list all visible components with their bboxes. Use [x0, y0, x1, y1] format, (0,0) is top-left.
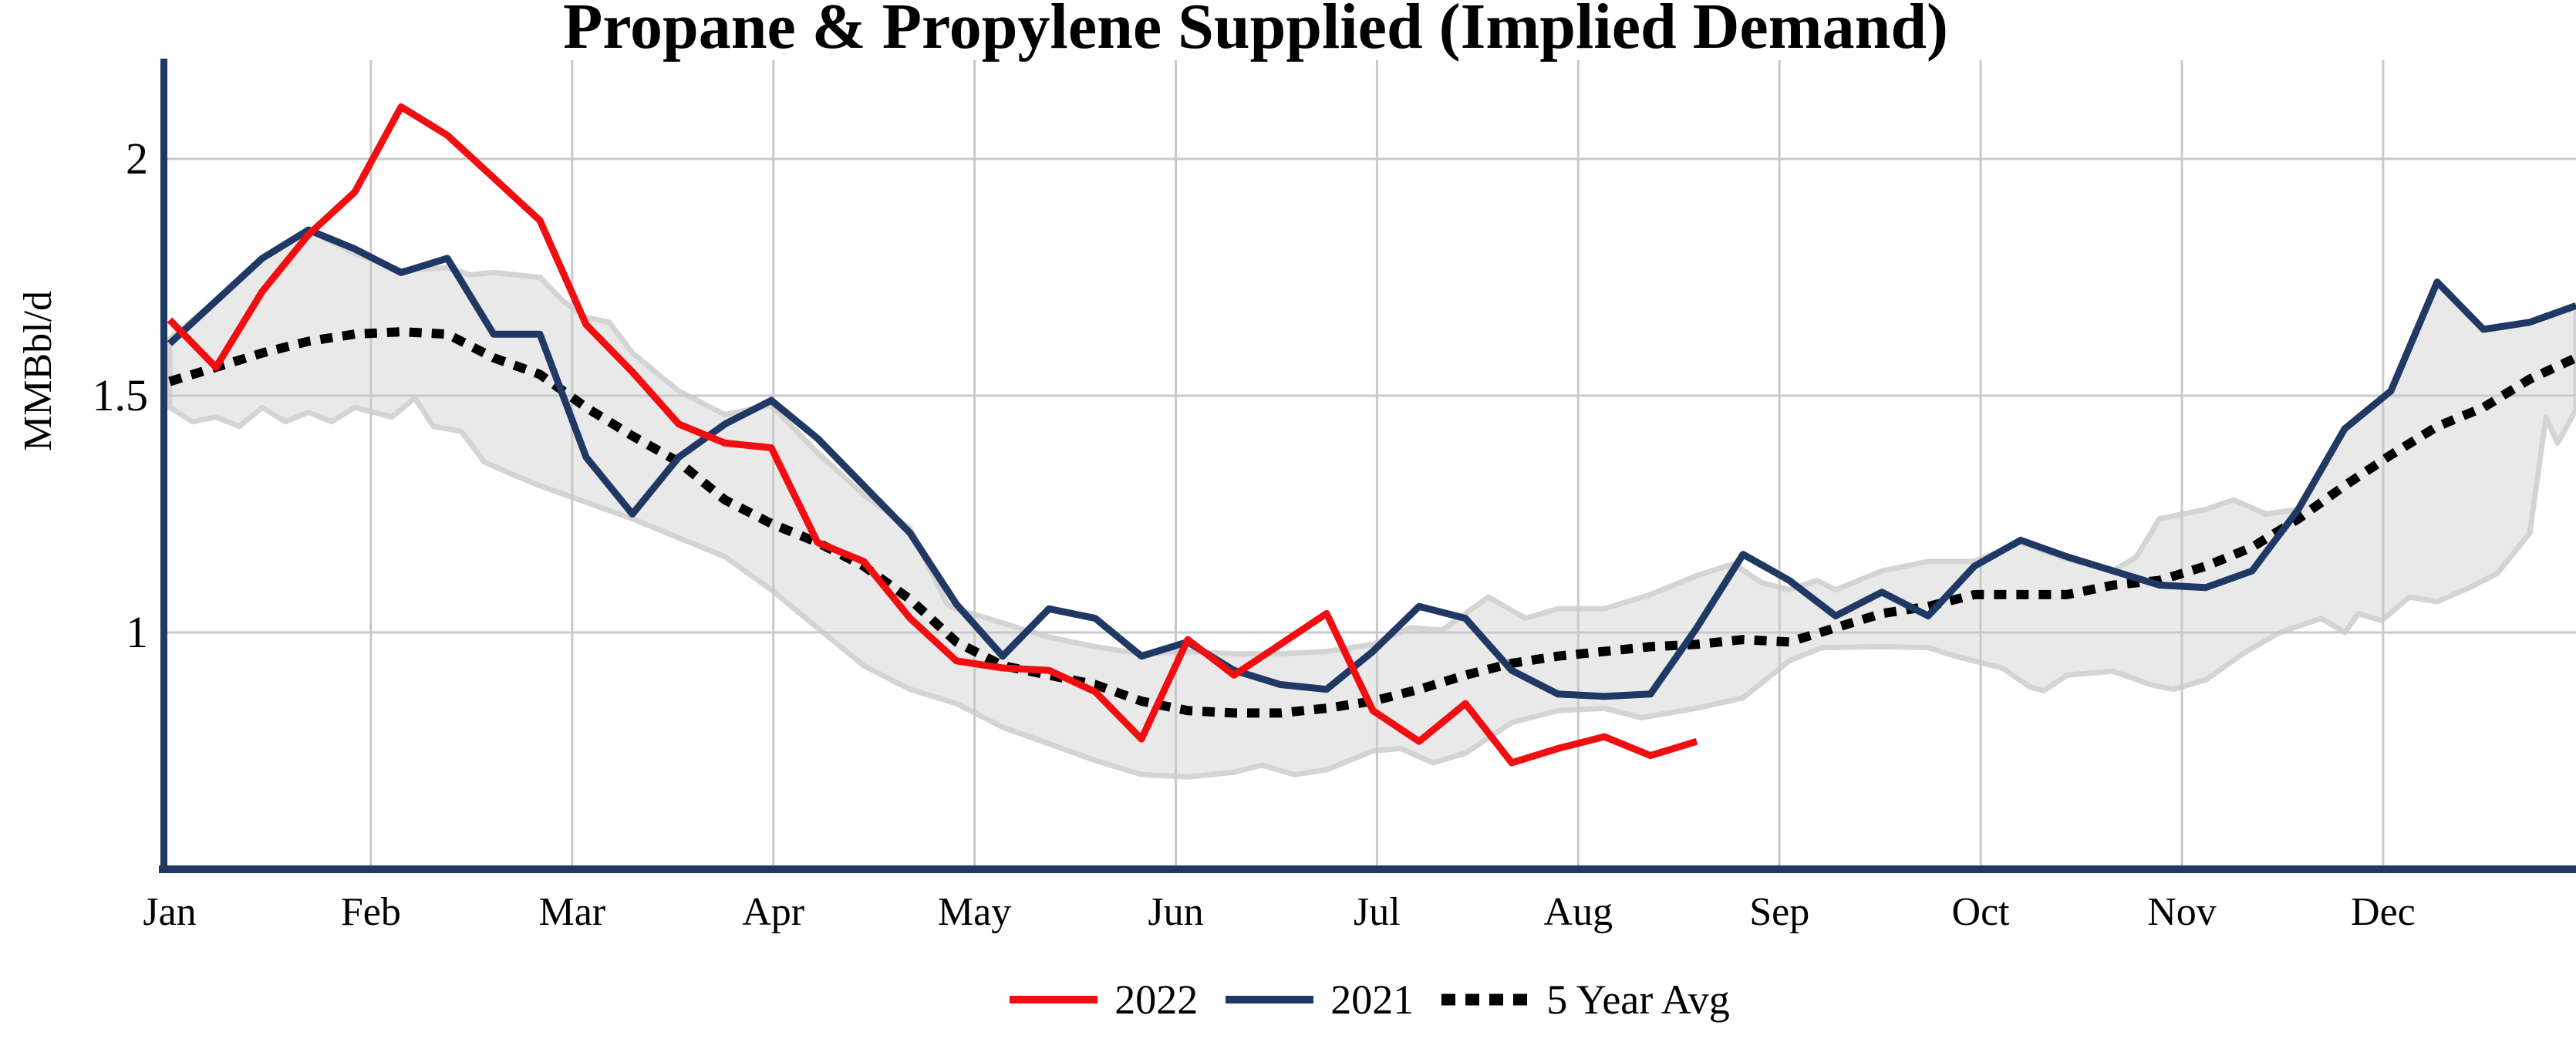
legend: 2022 2021 5 Year Avg [162, 969, 2576, 1030]
x-axis-spine [159, 865, 2576, 873]
x-tick-label-dec: Dec [2351, 890, 2416, 934]
x-tick-label-apr: Apr [742, 890, 805, 934]
legend-swatch-2022 [1010, 996, 1098, 1003]
x-tick-label-aug: Aug [1543, 890, 1613, 934]
legend-swatch-2021 [1226, 996, 1314, 1003]
legend-label: 2022 [1114, 976, 1199, 1023]
legend-item-5-year-avg: 5 Year Avg [1440, 976, 1730, 1023]
legend-swatch-5-year-avg [1441, 993, 1530, 1006]
line-2021 [167, 226, 2576, 700]
legend-label: 2021 [1330, 976, 1414, 1023]
line-2022 [167, 103, 1698, 767]
x-tick-label-mar: Mar [538, 890, 606, 934]
x-tick-label-jul: Jul [1354, 890, 1401, 934]
legend-item-2022: 2022 [1008, 976, 1198, 1023]
x-tick-label-sep: Sep [1749, 890, 1810, 934]
x-tick-label-oct: Oct [1951, 890, 2010, 934]
y-tick-label-2: 2 [126, 133, 148, 184]
x-tick-label-jun: Jun [1148, 890, 1204, 934]
y-tick-label-1: 1 [126, 607, 148, 657]
x-tick-label-may: May [937, 890, 1012, 934]
legend-item-2021: 2021 [1224, 976, 1414, 1023]
x-tick-label-jan: Jan [143, 890, 197, 934]
y-tick-label-1.5: 1.5 [92, 370, 149, 420]
x-tick-label-feb: Feb [340, 890, 401, 934]
five-year-avg-line [168, 327, 2576, 718]
x-tick-label-nov: Nov [2147, 890, 2217, 934]
legend-label: 5 Year Avg [1546, 976, 1730, 1023]
five-year-range-band [167, 227, 2576, 780]
y-axis-spine [160, 59, 167, 872]
chart-title: Propane & Propylene Supplied (Implied De… [562, 0, 1949, 62]
